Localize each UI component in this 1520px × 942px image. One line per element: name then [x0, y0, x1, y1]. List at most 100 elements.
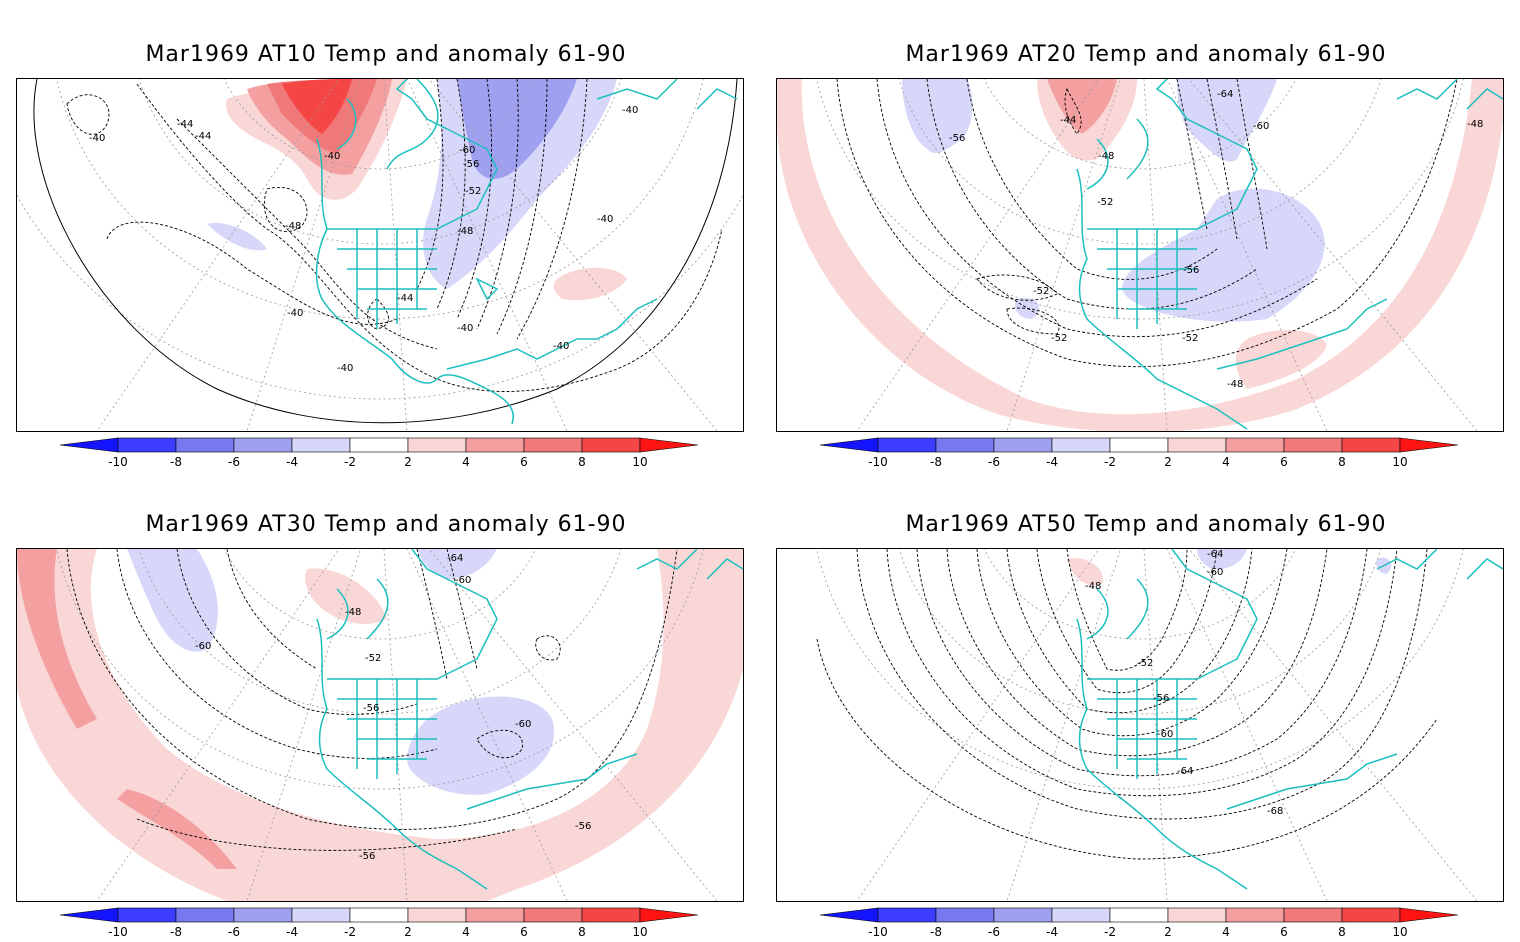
colorbar-tick-label: -10 — [868, 455, 888, 469]
colorbar-ticks: -10 -8 -6 -4 -2 2 4 6 8 10 — [108, 455, 647, 469]
contour-label: -40 — [324, 151, 340, 162]
colorbar-tick-label: 10 — [632, 925, 647, 939]
contour-label: -48 — [457, 226, 473, 237]
map-area: -64 -60 -60 -48 -52 -56 -60 -56 -56 — [16, 548, 744, 902]
colorbar-tick-label: 10 — [1392, 455, 1407, 469]
colorbar-tick-label: -8 — [170, 925, 182, 939]
colorbar-swatch — [1225, 437, 1285, 453]
colorbar-tick-label: 10 — [632, 455, 647, 469]
colorbar: -10 -8 -6 -4 -2 2 4 6 8 10 — [60, 907, 699, 939]
contour-label: -52 — [1033, 286, 1049, 297]
colorbar-ticks: -10 -8 -6 -4 -2 2 4 6 8 10 — [108, 925, 647, 939]
colorbar-swatch — [1225, 907, 1285, 923]
contour-label: -60 — [1253, 121, 1269, 132]
colorbar-tick-label: 4 — [1222, 455, 1230, 469]
colorbar-swatch — [233, 907, 293, 923]
colorbar-swatch — [1341, 437, 1401, 453]
contour-label: -40 — [597, 214, 613, 225]
contour-label: -48 — [1085, 581, 1101, 592]
colorbar-swatch — [523, 437, 583, 453]
panel-title: Mar1969 AT50 Temp and anomaly 61-90 — [905, 512, 1387, 537]
colorbar-swatch — [1109, 437, 1169, 453]
colorbar-swatch — [639, 437, 699, 453]
colorbar-swatch — [1109, 907, 1169, 923]
contour-label: -56 — [363, 703, 379, 714]
contour-label: -56 — [1153, 693, 1169, 704]
colorbar-swatch — [639, 907, 699, 923]
panel-title: Mar1969 AT20 Temp and anomaly 61-90 — [905, 42, 1387, 67]
colorbar-swatches — [820, 907, 1459, 923]
contour-label: -52 — [1097, 197, 1113, 208]
colorbar-tick-label: -4 — [286, 925, 298, 939]
colorbar-swatch — [523, 907, 583, 923]
colorbar-swatch — [1283, 907, 1343, 923]
colorbar-tick-label: -10 — [108, 925, 128, 939]
colorbar-tick-label: 6 — [520, 455, 528, 469]
colorbar: -10 -8 -6 -4 -2 2 4 6 8 10 — [820, 437, 1459, 469]
colorbar-swatch — [1167, 907, 1227, 923]
contour-label: -64 — [447, 553, 463, 564]
colorbar-swatch — [291, 437, 351, 453]
contour-label: -60 — [459, 145, 475, 156]
colorbar-swatch — [233, 437, 293, 453]
colorbar-tick-label: 8 — [1338, 925, 1346, 939]
colorbar-tick-label: 8 — [578, 455, 586, 469]
colorbar-tick-label: -8 — [930, 455, 942, 469]
contour-label: -64 — [1207, 549, 1223, 560]
map-svg: -64 -60 -60 -48 -52 -56 -60 -56 -56 — [17, 549, 743, 901]
contour-label: -40 — [553, 341, 569, 352]
colorbar-tick-label: 6 — [520, 925, 528, 939]
contour-label: -44 — [397, 293, 413, 304]
colorbar: -10 -8 -6 -4 -2 2 4 6 8 10 — [820, 907, 1459, 939]
contour-label: -40 — [89, 133, 105, 144]
colorbar-tick-label: -2 — [1104, 455, 1116, 469]
map-area: -64 -60 -48 -52 -56 -60 -64 -68 — [776, 548, 1504, 902]
colorbar-swatch — [465, 907, 525, 923]
contour-label: -68 — [1267, 806, 1283, 817]
colorbar-tick-label: 2 — [404, 455, 412, 469]
contour-label: -64 — [1177, 766, 1193, 777]
colorbar-swatch — [60, 907, 119, 923]
colorbar-tick-label: 4 — [1222, 925, 1230, 939]
colorbar-swatch — [820, 437, 879, 453]
colorbar-swatch — [1399, 907, 1459, 923]
colorbar-swatch — [1399, 437, 1459, 453]
colorbar-tick-label: 6 — [1280, 455, 1288, 469]
colorbar-swatch — [581, 437, 641, 453]
colorbar-swatch — [349, 907, 409, 923]
colorbar-swatch — [60, 437, 119, 453]
map-svg: -64 -60 -48 -52 -56 -60 -64 -68 — [816, 549, 1503, 901]
map-area: -56 -44 -48 -64 -60 -48 -52 -56 -52 -52 … — [776, 78, 1504, 432]
contour-label: -48 — [1467, 119, 1483, 130]
colorbar-swatch — [117, 907, 177, 923]
colorbar-tick-label: 8 — [578, 925, 586, 939]
colorbar-swatch — [407, 437, 467, 453]
colorbar-swatch — [407, 907, 467, 923]
colorbar-tick-label: 6 — [1280, 925, 1288, 939]
contour-label: -48 — [345, 607, 361, 618]
colorbar-tick-label: -4 — [286, 455, 298, 469]
colorbar-ticks: -10 -8 -6 -4 -2 2 4 6 8 10 — [868, 455, 1407, 469]
colorbar-swatch — [1283, 437, 1343, 453]
colorbar-tick-label: -8 — [930, 925, 942, 939]
contour-label: -60 — [1157, 729, 1173, 740]
contour-label: -44 — [195, 131, 211, 142]
colorbar-tick-label: -6 — [988, 925, 1000, 939]
colorbar-tick-label: -10 — [868, 925, 888, 939]
colorbar-tick-label: -4 — [1046, 455, 1058, 469]
colorbar-tick-label: 4 — [462, 925, 470, 939]
contour-label: -56 — [575, 821, 591, 832]
colorbar-swatches — [60, 907, 699, 923]
colorbar-swatch — [935, 907, 995, 923]
colorbar-swatch — [581, 907, 641, 923]
contour-label: -56 — [359, 851, 375, 862]
colorbar-swatches — [60, 437, 699, 453]
colorbar-swatch — [877, 437, 937, 453]
map-panel-at30: Mar1969 AT30 Temp and anomaly 61-90 — [16, 470, 756, 939]
colorbar-tick-label: -2 — [1104, 925, 1116, 939]
panel-title: Mar1969 AT30 Temp and anomaly 61-90 — [145, 512, 627, 537]
colorbar-tick-label: 4 — [462, 455, 470, 469]
contour-label: -48 — [1098, 151, 1114, 162]
map-svg: -40 -44 -44 -40 -48 -60 -56 -52 -48 -40 … — [17, 79, 743, 431]
contour-label: -52 — [365, 653, 381, 664]
